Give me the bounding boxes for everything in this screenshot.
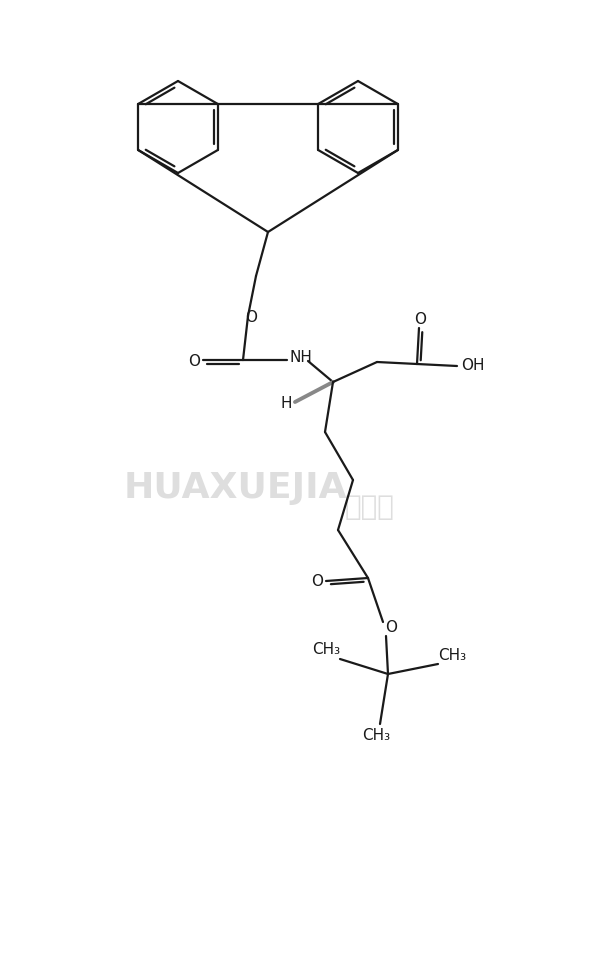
Text: HUAXUEJIA: HUAXUEJIA [123,471,347,505]
Text: O: O [245,310,257,326]
Text: O: O [385,620,397,634]
Text: CH₃: CH₃ [312,643,340,657]
Text: O: O [188,354,200,368]
Text: CH₃: CH₃ [438,649,466,663]
Text: CH₃: CH₃ [362,728,390,744]
Text: H: H [280,397,292,411]
Text: O: O [311,574,323,588]
Text: 化学加: 化学加 [345,493,395,521]
Text: NH: NH [289,351,313,365]
Text: OH: OH [461,358,485,374]
Text: O: O [414,311,426,327]
